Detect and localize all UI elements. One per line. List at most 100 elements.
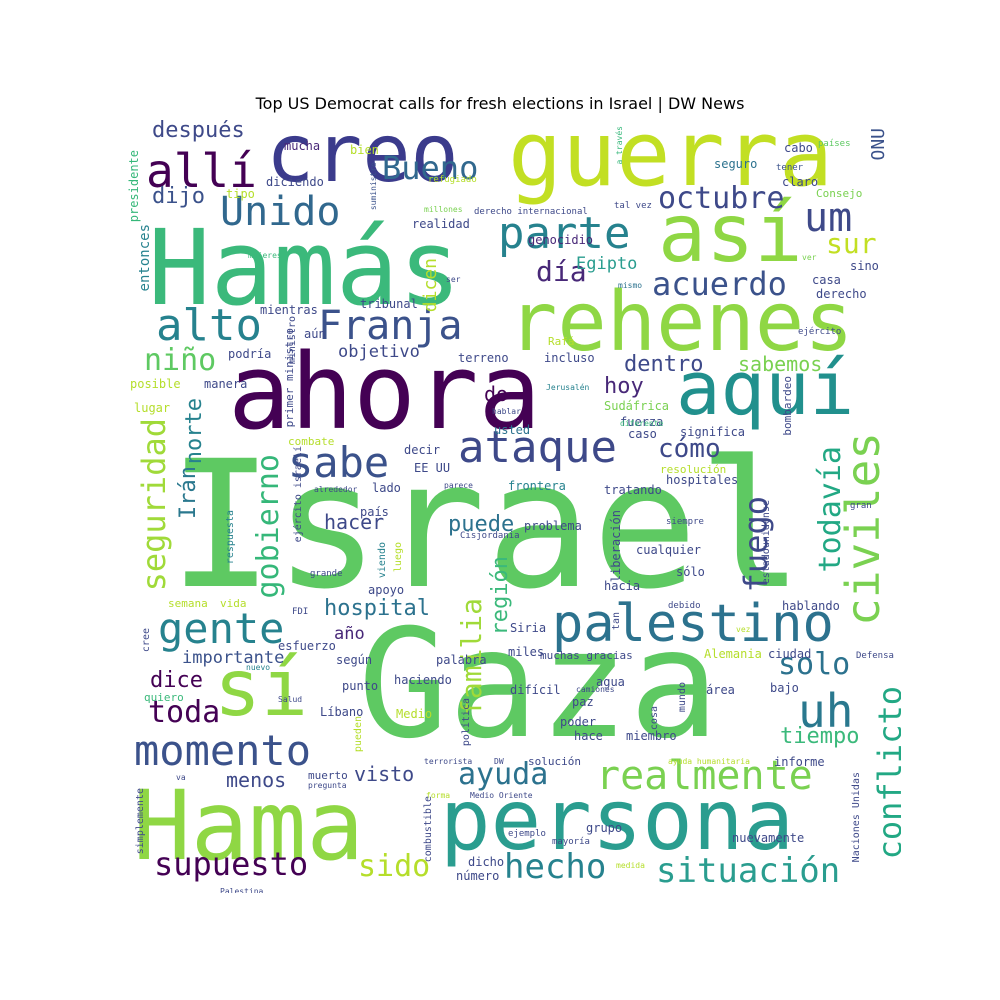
- word-cualquier: cualquier: [636, 543, 702, 557]
- word-numero: número: [456, 869, 500, 883]
- word-siria: Siria: [510, 621, 547, 635]
- word-cabo: cabo: [784, 141, 813, 155]
- word-palestina: Palestina: [220, 887, 264, 894]
- word-cloud: Israel Gaza Hamás ahora guerra Hama rehe…: [128, 120, 901, 893]
- word-viendo: viendo: [377, 542, 388, 579]
- word-tal-vez: tal vez: [614, 201, 652, 211]
- word-a-traves: a través: [615, 126, 624, 165]
- word-palabra: palabra: [436, 653, 487, 667]
- word-conflicto: conflicto: [871, 686, 901, 860]
- word-tener: tener: [776, 163, 804, 173]
- word-visto: visto: [354, 762, 415, 786]
- word-como: cómo: [658, 434, 721, 464]
- word-derecho: derecho: [816, 287, 867, 301]
- word-hospitales: hospitales: [666, 473, 739, 487]
- word-apoyo: apoyo: [368, 583, 405, 597]
- chart-title: Top US Democrat calls for fresh election…: [255, 94, 745, 113]
- word-incluso: incluso: [544, 351, 595, 365]
- word-puede: puede: [448, 512, 515, 537]
- word-paz: paz: [572, 695, 594, 709]
- word-posible: posible: [130, 377, 181, 391]
- word-mismo: mismo: [618, 281, 643, 290]
- word-ayuda-humanitaria: ayuda humanitaria: [668, 757, 750, 766]
- word-grupo: grupo: [586, 821, 623, 835]
- word-caso: caso: [628, 427, 657, 441]
- word-mujeres: mujeres: [248, 251, 282, 260]
- word-primer-ministro: primer ministro: [283, 328, 296, 428]
- word-gaza: Gaza: [358, 598, 720, 772]
- word-jerusalen: Jerusalén: [546, 383, 590, 392]
- word-egipto: Egipto: [576, 254, 638, 274]
- word-ver: ver: [802, 253, 817, 262]
- word-mayoria: mayoría: [552, 837, 590, 847]
- word-semana: semana: [168, 597, 208, 610]
- word-dicen: dicen: [420, 258, 441, 313]
- word-situacion: situación: [656, 851, 841, 891]
- word-pregunta: pregunta: [308, 781, 347, 790]
- word-consejo: Consejo: [816, 187, 863, 200]
- word-alrededor: alrededor: [314, 485, 358, 494]
- word-fdi: FDI: [292, 607, 309, 617]
- word-quiero: quiero: [144, 691, 184, 704]
- word-miles: miles: [508, 645, 545, 659]
- word-usted: usted: [494, 423, 531, 437]
- word-medio: Medio: [396, 707, 433, 721]
- word-region: región: [488, 556, 513, 636]
- word-solucion: solución: [528, 755, 581, 768]
- word-combate: combate: [288, 435, 335, 448]
- word-fuerza: fuerza: [620, 415, 664, 429]
- word-vez: vez: [736, 625, 751, 634]
- word-derecho-internacional: derecho internacional: [474, 207, 588, 217]
- word-franja: Franja: [318, 303, 463, 349]
- word-solo: solo: [778, 647, 851, 682]
- word-ee-uu: EE UU: [414, 461, 451, 475]
- word-tratando: tratando: [604, 483, 662, 497]
- word-ano: año: [334, 624, 365, 644]
- word-naciones-unidas: Naciones Unidas: [851, 772, 862, 863]
- word-siempre: siempre: [666, 517, 704, 527]
- word-ejemplo: ejemplo: [508, 829, 546, 839]
- word-nino: niño: [144, 343, 217, 378]
- word-cree: cree: [141, 628, 152, 653]
- word-palestino: palestino: [552, 594, 834, 654]
- word-dia: día: [536, 255, 587, 288]
- word-dijo: dijo: [152, 184, 205, 209]
- word-resolucion: resolución: [660, 463, 727, 476]
- word-forma: forma: [426, 791, 451, 800]
- word-miembro: miembro: [626, 729, 677, 743]
- word-salud: Salud: [278, 695, 303, 704]
- word-terrorista: terrorista: [424, 757, 473, 766]
- word-creo: creo: [266, 120, 459, 200]
- word-gobierno: gobierno: [251, 454, 286, 599]
- word-ser: ser: [446, 275, 461, 284]
- word-podria: podría: [228, 347, 272, 361]
- word-octubre: octubre: [658, 181, 785, 216]
- word-norte: norte: [182, 398, 207, 465]
- word-nuevo: nuevo: [246, 663, 271, 672]
- word-guerra: guerra: [508, 120, 834, 207]
- word-manera: manera: [204, 377, 248, 391]
- word-hacer: hacer: [324, 510, 385, 534]
- word-hamas: Hamás: [148, 207, 462, 329]
- word-area: área: [706, 683, 735, 697]
- word-haciendo: haciendo: [394, 673, 452, 687]
- word-politica: política: [461, 698, 472, 747]
- word-vida: vida: [220, 597, 247, 610]
- word-genocidio: genocidio: [528, 233, 594, 247]
- word-um: um: [804, 195, 853, 241]
- word-medio-oriente: Medio Oriente: [470, 791, 533, 800]
- word-mucha: mucha: [284, 139, 321, 153]
- word-frontera: frontera: [508, 479, 566, 493]
- word-bueno: Bueno: [382, 149, 479, 187]
- word-despues: después: [152, 120, 245, 143]
- word-pueden: pueden: [353, 716, 364, 753]
- word-parece: parece: [444, 481, 473, 490]
- word-punto: punto: [342, 679, 379, 693]
- word-sido: sido: [358, 849, 431, 884]
- word-ciudad: ciudad: [768, 647, 812, 661]
- word-luego: luego: [393, 542, 404, 573]
- word-sur: sur: [826, 227, 877, 260]
- word-dicho: dicho: [468, 855, 505, 869]
- word-ejercito: ejército: [798, 327, 842, 337]
- word-aun: aún: [304, 327, 326, 341]
